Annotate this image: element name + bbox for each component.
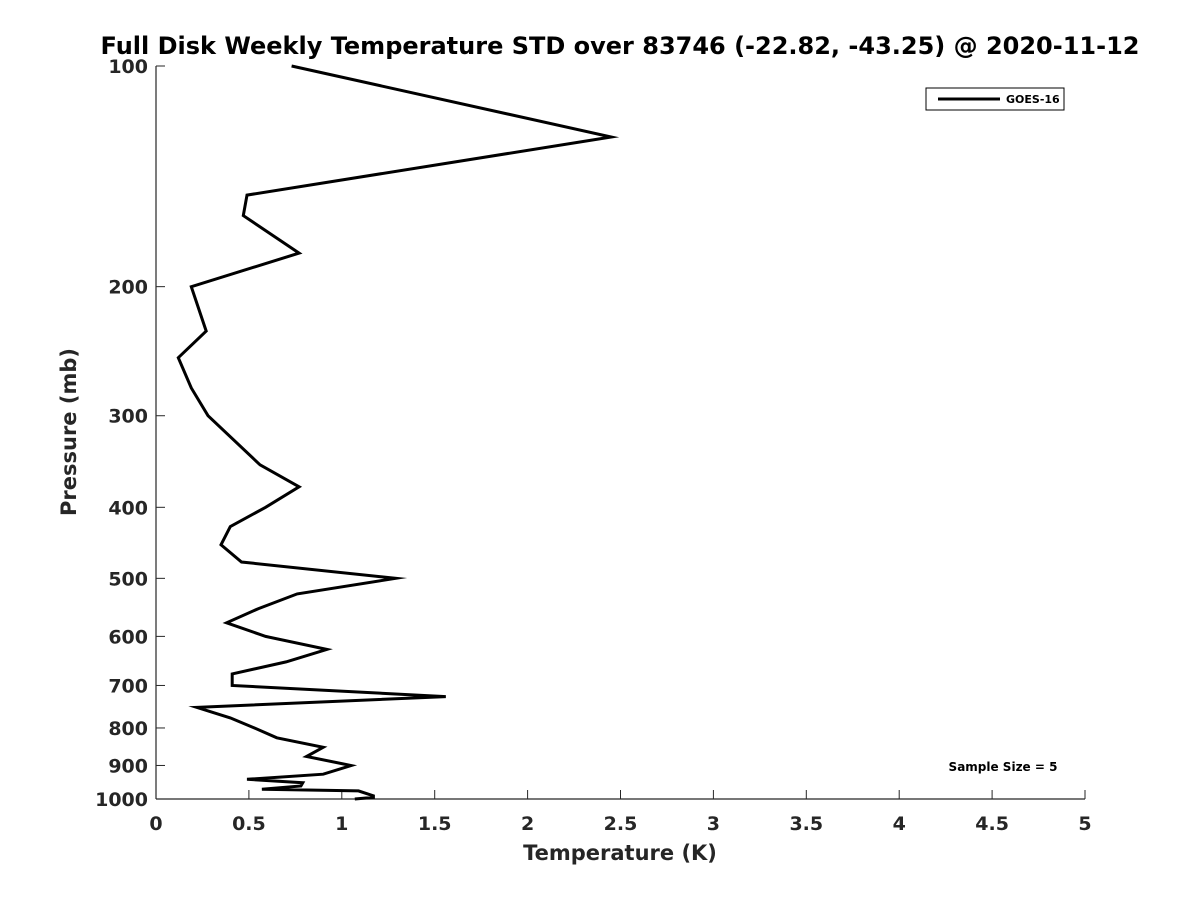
y-tick-label: 200: [108, 277, 148, 299]
x-tick-label: 1: [335, 813, 348, 835]
y-tick-label: 900: [108, 755, 148, 777]
series-layer: [178, 66, 611, 799]
y-tick-label: 800: [108, 718, 148, 740]
x-axis-ticks: 0 0.5 1 1.5 2 2.5 3 3.5 4 4.5 5: [149, 790, 1091, 835]
x-tick-label: 3: [707, 813, 720, 835]
chart-title: Full Disk Weekly Temperature STD over 83…: [101, 32, 1140, 60]
series-line-goes-16: [178, 66, 611, 799]
y-tick-label: 700: [108, 675, 148, 697]
x-tick-label: 2.5: [604, 813, 638, 835]
y-tick-label: 300: [108, 406, 148, 428]
legend: GOES-16: [926, 88, 1064, 110]
y-tick-label: 500: [108, 568, 148, 590]
legend-label-goes-16: GOES-16: [1006, 93, 1060, 106]
y-tick-label: 400: [108, 497, 148, 519]
y-axis-ticks: 100 200 300 400 500 600 700 800 900 1000: [95, 56, 165, 811]
x-axis-label: Temperature (K): [523, 841, 717, 865]
sample-size-annotation: Sample Size = 5: [949, 760, 1058, 774]
x-tick-label: 4.5: [975, 813, 1009, 835]
x-tick-label: 3.5: [789, 813, 823, 835]
y-tick-label: 1000: [95, 789, 148, 811]
y-tick-label: 100: [108, 56, 148, 78]
y-tick-label: 600: [108, 626, 148, 648]
x-tick-label: 4: [893, 813, 906, 835]
x-tick-label: 5: [1078, 813, 1091, 835]
x-tick-label: 1.5: [418, 813, 452, 835]
x-tick-label: 2: [521, 813, 534, 835]
y-axis-label: Pressure (mb): [57, 348, 81, 516]
x-tick-label: 0: [149, 813, 162, 835]
x-tick-label: 0.5: [232, 813, 266, 835]
